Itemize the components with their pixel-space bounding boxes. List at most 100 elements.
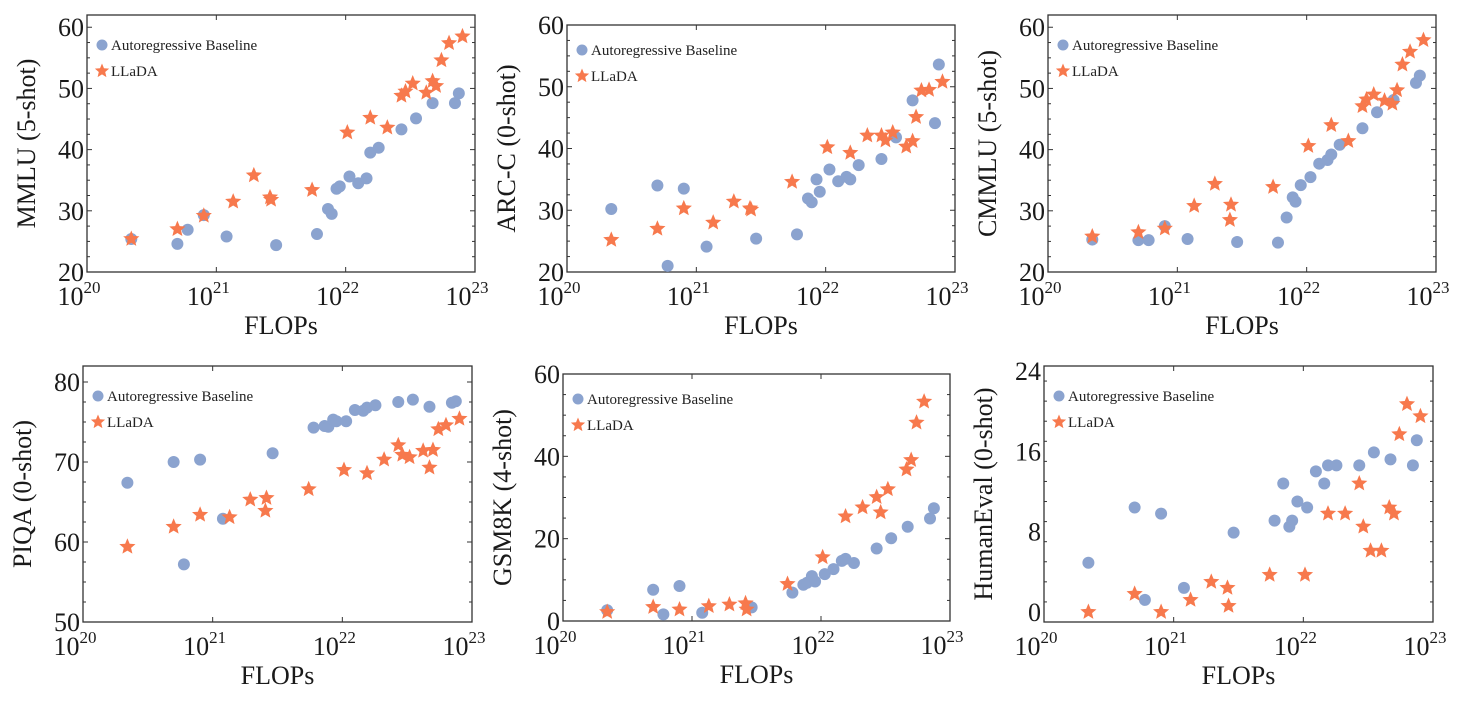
panel-cmmlu: 20 30 40 50 60 1020 1021 1022 1023 FLOPs CMMLU (5-… — [973, 13, 1450, 340]
data-point-baseline — [1227, 526, 1240, 539]
legend-label-baseline: Autoregressive Baseline — [587, 392, 734, 408]
x-axis-title: FLOPs — [244, 311, 318, 340]
data-point-baseline — [790, 228, 803, 241]
x-tick-label: 1023 — [1404, 628, 1447, 661]
data-point-llada — [737, 594, 754, 611]
y-tick-label: 40 — [1019, 136, 1045, 165]
data-point-baseline — [1406, 459, 1419, 472]
data-point-llada — [1219, 579, 1236, 595]
data-point-llada — [451, 410, 468, 426]
data-point-llada — [300, 480, 317, 497]
legend-circle-icon — [92, 390, 104, 402]
y-axis-title: GSM8K (4-shot) — [488, 409, 517, 586]
data-point-llada — [725, 193, 742, 209]
legend: Autoregressive Baseline LLaDA — [1051, 389, 1215, 431]
x-tick-label: 1023 — [926, 278, 969, 311]
data-point-baseline — [426, 97, 439, 110]
data-point-baseline — [1330, 459, 1343, 472]
data-point-llada — [1358, 90, 1375, 107]
data-point-llada — [784, 173, 801, 189]
legend-label-baseline: Autoregressive Baseline — [1068, 389, 1215, 405]
data-point-baseline — [121, 476, 134, 489]
data-point-llada — [390, 436, 407, 453]
data-point-llada — [903, 451, 920, 467]
legend-label-llada: LLaDA — [1072, 64, 1119, 80]
x-tick-label: 1021 — [1144, 628, 1187, 661]
data-point-baseline — [1301, 501, 1314, 514]
data-point-llada — [404, 75, 421, 91]
x-tick-label: 1022 — [792, 627, 835, 660]
y-tick-label: 8 — [1028, 518, 1041, 547]
data-point-baseline — [392, 396, 405, 408]
data-point-llada — [898, 461, 915, 477]
data-point-baseline — [1413, 69, 1426, 82]
data-point-llada — [192, 506, 209, 522]
data-point-llada — [700, 597, 717, 614]
data-point-baseline — [194, 453, 207, 466]
data-point-baseline — [167, 456, 180, 468]
data-point-baseline — [647, 583, 660, 596]
data-point-llada — [397, 82, 414, 99]
legend-star-icon — [94, 63, 110, 78]
y-tick-label: 70 — [54, 448, 80, 477]
legend-circle-icon — [576, 44, 588, 56]
legend-star-icon — [570, 417, 586, 432]
data-point-llada — [1365, 86, 1382, 102]
y-axis-title: MMLU (5-shot) — [12, 59, 41, 229]
data-point-llada — [362, 109, 379, 125]
legend-star-icon — [1051, 414, 1067, 429]
x-tick-label: 1021 — [667, 278, 710, 311]
data-point-llada — [599, 603, 616, 619]
y-tick-label: 80 — [54, 368, 80, 397]
y-tick-label: 50 — [58, 74, 84, 103]
y-tick-label: 0 — [547, 607, 560, 636]
data-point-baseline — [333, 180, 346, 193]
y-tick-label: 30 — [538, 196, 564, 225]
data-point-baseline — [1322, 459, 1335, 472]
x-tick-label: 1022 — [1274, 628, 1317, 661]
data-point-baseline — [844, 173, 857, 186]
data-point-llada — [245, 166, 262, 183]
data-point-baseline — [343, 170, 356, 183]
x-tick-label: 1021 — [187, 278, 230, 311]
data-point-baseline — [1291, 495, 1304, 508]
x-tick-label: 1020 — [54, 628, 97, 661]
data-point-llada — [721, 596, 738, 612]
y-axis-title: CMMLU (5-shot) — [973, 50, 1002, 237]
series-autoregressive-baseline — [605, 58, 945, 272]
data-point-llada — [1340, 132, 1357, 148]
y-tick-label: 60 — [534, 360, 560, 389]
x-tick-label: 1022 — [316, 278, 359, 311]
data-point-llada — [898, 138, 915, 154]
data-point-llada — [1398, 395, 1416, 412]
data-point-baseline — [805, 196, 818, 209]
data-point-baseline — [1353, 459, 1366, 472]
series-llada — [123, 27, 471, 246]
data-point-llada — [1337, 505, 1354, 521]
x-axis-title: FLOPs — [1205, 311, 1279, 340]
data-point-llada — [401, 448, 418, 465]
y-tick-label: 50 — [54, 608, 80, 637]
data-point-llada — [335, 461, 353, 477]
series-llada — [603, 73, 951, 247]
data-point-llada — [418, 84, 435, 100]
data-point-baseline — [924, 512, 937, 525]
data-point-baseline — [360, 172, 373, 185]
y-tick-label: 20 — [538, 258, 564, 287]
data-point-baseline — [406, 393, 419, 406]
y-tick-label: 60 — [538, 11, 564, 40]
x-tick-label: 1021 — [663, 627, 706, 660]
legend-circle-icon — [572, 393, 584, 405]
legend: Autoregressive Baseline LLaDA — [574, 43, 738, 85]
plot-frame — [82, 365, 473, 623]
data-point-baseline — [369, 399, 382, 412]
legend-star-icon — [90, 414, 106, 429]
data-point-llada — [842, 144, 859, 160]
data-point-llada — [165, 518, 182, 534]
data-point-llada — [1362, 542, 1379, 558]
data-point-llada — [433, 51, 450, 68]
data-point-llada — [1355, 518, 1372, 534]
data-point-baseline — [1325, 148, 1338, 161]
y-tick-label: 20 — [534, 525, 560, 554]
